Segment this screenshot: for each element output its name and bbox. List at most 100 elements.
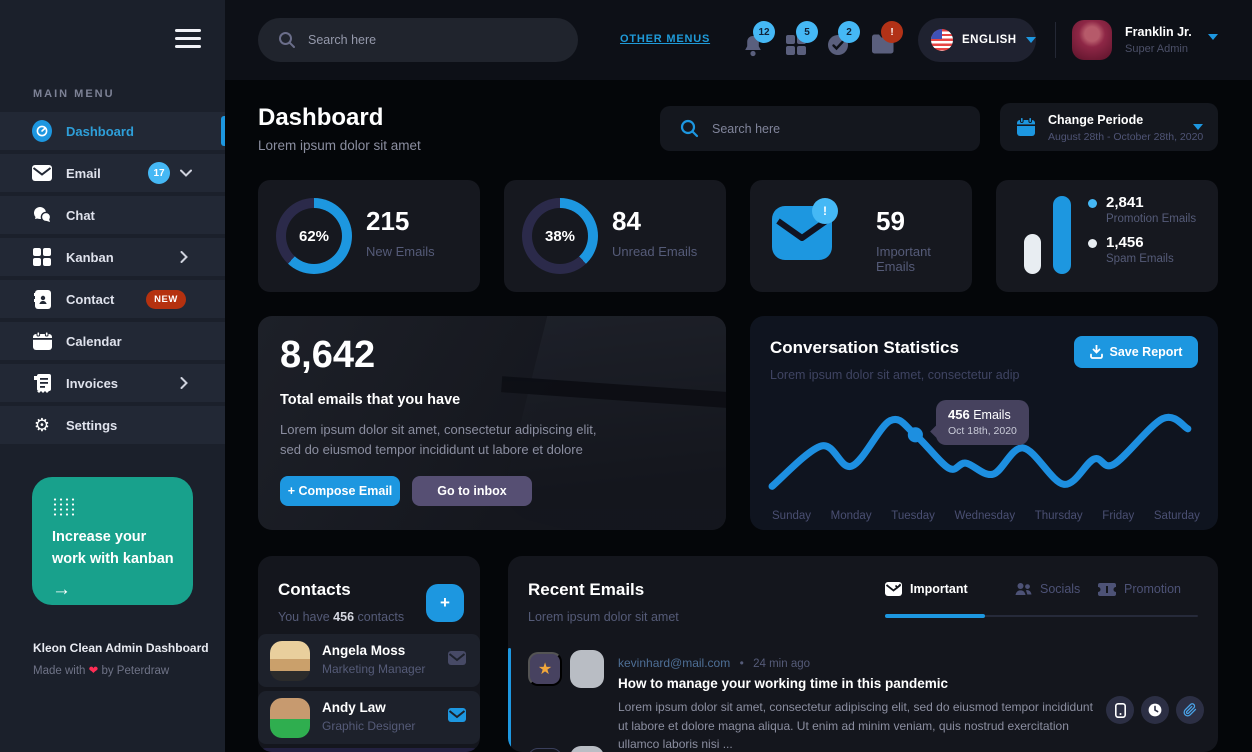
- period-value: August 28th - October 28th, 2020: [1048, 131, 1204, 143]
- send-mail-icon[interactable]: [448, 651, 466, 665]
- download-icon: [1089, 345, 1103, 359]
- period-label: Change Periode: [1048, 113, 1144, 127]
- chevron-down-icon[interactable]: [180, 169, 192, 177]
- email-list-item[interactable]: ★: [508, 744, 1218, 752]
- sidebar-item-dashboard[interactable]: Dashboard: [0, 112, 225, 150]
- user-name: Franklin Jr.: [1125, 25, 1192, 39]
- notifications-bell[interactable]: 12: [742, 21, 775, 58]
- sidebar-item-chat[interactable]: Chat: [0, 196, 225, 234]
- star-button[interactable]: ★: [528, 748, 562, 752]
- conversation-title: Conversation Statistics: [770, 338, 959, 357]
- send-mail-icon[interactable]: [448, 708, 466, 722]
- sender-address: kevinhard@mail.com: [618, 656, 731, 670]
- chevron-right-icon[interactable]: [180, 251, 188, 263]
- tab-socials[interactable]: Socials: [1015, 582, 1080, 596]
- stat-value: 215: [366, 206, 410, 236]
- donut-percent-label: 38%: [544, 227, 576, 245]
- sidebar-item-label: Chat: [66, 207, 95, 223]
- promotion-bar: [1053, 196, 1071, 274]
- folder-badge: !: [881, 21, 903, 43]
- add-contact-button[interactable]: +: [426, 584, 464, 622]
- sidebar-item-invoices[interactable]: Invoices: [0, 364, 225, 402]
- tasks-badge: 2: [838, 21, 860, 43]
- hamburger-menu-icon[interactable]: [175, 29, 201, 49]
- go-to-inbox-button[interactable]: Go to inbox: [412, 476, 532, 506]
- tab-important[interactable]: Important: [885, 582, 968, 596]
- ticket-icon: [1098, 582, 1116, 596]
- stat-label: Unread Emails: [612, 244, 698, 259]
- topbar-search[interactable]: [258, 18, 578, 62]
- total-emails-title: Total emails that you have: [280, 392, 461, 408]
- legend-dot: [1088, 239, 1097, 248]
- contact-row[interactable]: [258, 748, 480, 752]
- dashboard-search-input[interactable]: [712, 121, 912, 136]
- save-report-button[interactable]: Save Report: [1074, 336, 1198, 368]
- active-email-accent-bar: [508, 648, 511, 752]
- envelope-check-icon: [885, 582, 902, 596]
- email-actions: [1106, 696, 1204, 724]
- sender-avatar: [570, 746, 604, 752]
- arrow-right-icon[interactable]: →: [52, 578, 71, 600]
- contact-row[interactable]: Angela Moss Marketing Manager: [258, 634, 480, 687]
- chart-marker-point[interactable]: [907, 427, 923, 443]
- notifications-tasks[interactable]: 2: [827, 21, 860, 58]
- legend-dot: [1088, 199, 1097, 208]
- legend-spam: 1,456 Spam Emails: [1088, 234, 1196, 265]
- page-subtitle: Lorem ipsum dolor sit amet: [258, 138, 421, 153]
- chart-tooltip: 456 Emails Oct 18th, 2020: [936, 400, 1029, 445]
- email-count-badge: 17: [148, 162, 170, 184]
- tab-promotion[interactable]: Promotion: [1098, 582, 1181, 596]
- unread-emails-donut-chart: 38%: [522, 198, 598, 274]
- user-avatar[interactable]: [1072, 20, 1112, 60]
- gift-badge: 5: [796, 21, 818, 43]
- change-period-selector[interactable]: Change Periode August 28th - October 28t…: [1000, 103, 1218, 151]
- calendar-icon: [32, 331, 52, 351]
- email-timestamp: 24 min ago: [753, 658, 811, 670]
- sidebar-item-label: Dashboard: [66, 123, 134, 139]
- sidebar-item-kanban[interactable]: Kanban: [0, 238, 225, 276]
- total-emails-card: 8,642 Total emails that you have Lorem i…: [258, 316, 726, 530]
- user-menu-chevron-icon[interactable]: [1208, 34, 1218, 40]
- contact-new-badge: NEW: [146, 289, 186, 309]
- sidebar-section-label: MAIN MENU: [33, 88, 115, 100]
- star-button[interactable]: ★: [528, 652, 562, 686]
- stat-label: Important Emails: [876, 244, 931, 274]
- kanban-promo-card[interactable]: Increase your work with kanban →: [32, 477, 193, 605]
- notifications-folder[interactable]: !: [870, 21, 903, 58]
- bell-badge: 12: [753, 21, 775, 43]
- language-selector[interactable]: ENGLISH: [918, 18, 1036, 62]
- notifications-gift[interactable]: 5: [785, 21, 818, 58]
- kanban-grid-icon: [32, 247, 52, 267]
- sidebar-item-email[interactable]: Email 17: [0, 154, 225, 192]
- email-list-item[interactable]: ★ kevinhard@mail.com • 24 min ago How to…: [508, 648, 1218, 751]
- email-meta: kevinhard@mail.com • 24 min ago: [618, 656, 811, 670]
- clock-button[interactable]: [1141, 696, 1169, 724]
- compose-email-button[interactable]: + Compose Email: [280, 476, 400, 506]
- sidebar-item-label: Settings: [66, 417, 118, 433]
- main-content: Dashboard Lorem ipsum dolor sit amet Cha…: [225, 80, 1252, 752]
- phone-icon: [1114, 702, 1126, 718]
- paperclip-icon: [1183, 703, 1197, 717]
- contact-book-icon: [32, 289, 52, 309]
- total-emails-value: 8,642: [280, 334, 376, 376]
- chevron-right-icon[interactable]: [180, 377, 188, 389]
- topbar-search-input[interactable]: [308, 33, 508, 47]
- sidebar-item-contact[interactable]: Contact NEW: [0, 280, 225, 318]
- sidebar-item-calendar[interactable]: Calendar: [0, 322, 225, 360]
- active-tab-underline: [885, 614, 985, 618]
- legend-promotion: 2,841 Promotion Emails: [1088, 194, 1196, 225]
- conversation-subtitle: Lorem ipsum dolor sit amet, consectetur …: [770, 368, 1020, 382]
- sidebar-item-settings[interactable]: ⚙ Settings: [0, 406, 225, 444]
- spam-bar: [1024, 234, 1041, 274]
- contact-row[interactable]: Andy Law Graphic Designer: [258, 691, 480, 744]
- stat-label: New Emails: [366, 244, 435, 259]
- device-button[interactable]: [1106, 696, 1134, 724]
- sidebar-nav: Dashboard Email 17 Chat Kanban: [0, 112, 225, 448]
- invoice-icon: [32, 373, 52, 393]
- dashboard-search[interactable]: [660, 106, 980, 151]
- other-menus-link[interactable]: OTHER MENUS: [620, 33, 711, 45]
- recent-emails-card: Recent Emails Lorem ipsum dolor sit amet…: [508, 556, 1218, 752]
- sender-avatar: [570, 650, 604, 688]
- search-icon: [680, 119, 699, 138]
- attachment-button[interactable]: [1176, 696, 1204, 724]
